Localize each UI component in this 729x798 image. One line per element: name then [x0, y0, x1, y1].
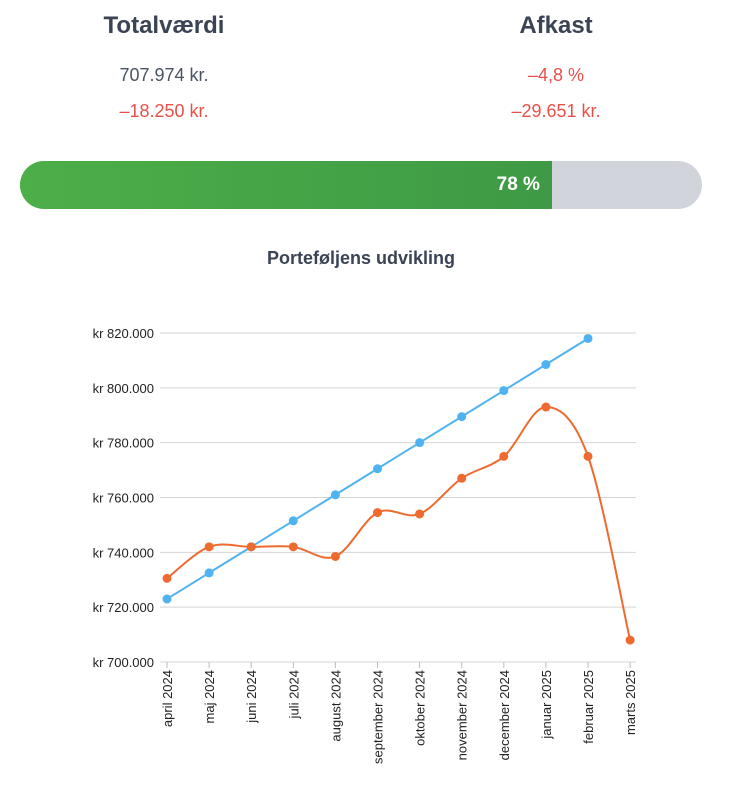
x-tick-label: juli 2024	[286, 670, 301, 719]
series-2-point	[246, 542, 256, 552]
series-1-point	[204, 568, 214, 578]
series-1-point	[541, 360, 551, 370]
total-value-panel: Totalværdi 707.974 kr. –18.250 kr.	[14, 0, 314, 123]
series-1-point	[415, 438, 425, 448]
y-tick-label: kr 800.000	[93, 381, 154, 396]
series-2-point	[415, 509, 425, 519]
series-1-point	[162, 594, 172, 604]
total-value-title: Totalværdi	[103, 12, 225, 39]
series-1-point	[373, 464, 382, 474]
x-tick-label: februar 2025	[581, 670, 596, 744]
y-tick-label: kr 700.000	[93, 655, 154, 670]
series-2-point	[499, 451, 509, 461]
series-1-point	[457, 412, 467, 422]
series-2-point	[373, 508, 382, 518]
y-tick-label: kr 740.000	[93, 545, 154, 560]
series-1-point	[330, 490, 340, 500]
y-tick-label: kr 820.000	[93, 326, 154, 341]
return-percent: –4,8 %	[527, 65, 585, 85]
return-amount: –29.651 kr.	[511, 101, 601, 121]
return-panel: Afkast –4,8 % –29.651 kr.	[406, 0, 706, 123]
y-tick-label: kr 780.000	[93, 436, 154, 451]
x-tick-label: december 2024	[497, 670, 512, 760]
series-2-line	[166, 406, 632, 641]
return-title: Afkast	[519, 12, 593, 39]
series-2-point	[583, 451, 593, 461]
series-2-point	[204, 542, 214, 552]
x-tick-label: november 2024	[455, 670, 470, 760]
series-2-point	[330, 551, 340, 561]
total-value-change: –18.250 kr.	[119, 101, 209, 121]
y-tick-label: kr 720.000	[93, 600, 154, 615]
x-tick-label: marts 2025	[623, 670, 638, 735]
x-tick-label: januar 2025	[539, 670, 554, 740]
progress-fill: 78 %	[20, 161, 552, 209]
progress-bar: 78 %	[20, 161, 702, 209]
series-1-point	[288, 516, 298, 526]
x-tick-label: oktober 2024	[413, 670, 428, 746]
progress-label: 78 %	[496, 174, 540, 195]
x-tick-label: september 2024	[371, 670, 386, 764]
x-tick-label: august 2024	[328, 670, 343, 742]
x-tick-label: maj 2024	[202, 670, 217, 723]
series-1-point	[499, 386, 509, 396]
x-tick-label: april 2024	[160, 670, 175, 727]
series-2-point	[288, 542, 298, 552]
series-2-point	[162, 573, 172, 583]
series-2-point	[625, 635, 635, 645]
series-2-point	[541, 402, 551, 412]
series-2-point	[457, 473, 467, 483]
total-value-amount: 707.974 kr.	[119, 65, 209, 85]
chart-title: Porteføljens udvikling	[266, 248, 456, 268]
x-tick-label: juni 2024	[244, 670, 259, 724]
series-1-point	[583, 333, 593, 343]
y-tick-label: kr 760.000	[93, 491, 154, 506]
